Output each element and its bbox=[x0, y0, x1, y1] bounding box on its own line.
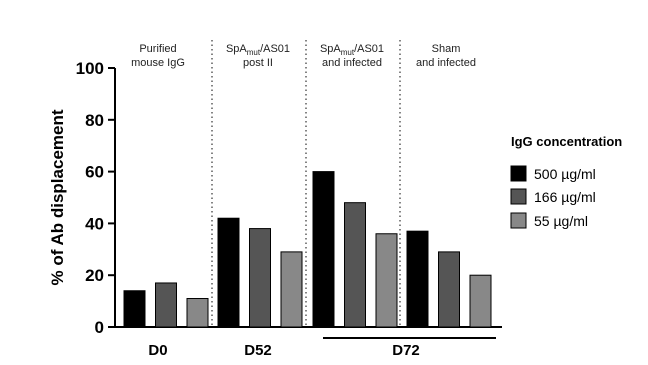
bar bbox=[375, 233, 398, 328]
bar bbox=[217, 217, 240, 328]
group-label-line2: post II bbox=[243, 57, 273, 69]
group-label-line2: and infected bbox=[416, 57, 476, 69]
group-label-line2: mouse IgG bbox=[131, 57, 185, 69]
bar bbox=[280, 251, 303, 328]
legend-label: 166 µg/ml bbox=[534, 189, 596, 205]
bar bbox=[406, 230, 429, 328]
y-tick-label: 20 bbox=[85, 266, 104, 285]
legend-swatch bbox=[510, 212, 527, 229]
legend-swatch bbox=[510, 165, 527, 182]
x-axis-labels: D0 D52 D72 bbox=[148, 337, 496, 359]
bar bbox=[186, 298, 209, 328]
bar bbox=[123, 290, 146, 328]
y-tick-label: 80 bbox=[85, 111, 104, 130]
legend-swatch bbox=[510, 188, 527, 205]
x-label: D52 bbox=[244, 342, 272, 359]
bars bbox=[123, 171, 492, 328]
group-label-line2: and infected bbox=[322, 57, 382, 69]
y-tick-label: 0 bbox=[95, 318, 104, 337]
legend-label: 55 µg/ml bbox=[534, 213, 588, 229]
axes: 0 20 40 60 80 100 % of Ab displacement bbox=[48, 59, 502, 337]
y-axis-label: % of Ab displacement bbox=[48, 109, 67, 285]
legend-label: 500 µg/ml bbox=[534, 166, 596, 182]
bar bbox=[438, 251, 460, 328]
group-label-line1: Sham bbox=[432, 43, 461, 55]
bar bbox=[469, 274, 492, 328]
x-label: D0 bbox=[148, 342, 167, 359]
legend-title: IgG concentration bbox=[511, 134, 622, 149]
bar bbox=[249, 228, 271, 328]
bar bbox=[344, 202, 366, 328]
legend: IgG concentration 500 µg/ml 166 µg/ml 55 µg… bbox=[510, 134, 622, 229]
group-label-line1: SpAmut/AS01 bbox=[320, 43, 384, 57]
x-label: D72 bbox=[392, 342, 420, 359]
group-dividers bbox=[211, 40, 401, 327]
group-label-line1: SpAmut/AS01 bbox=[226, 43, 290, 57]
y-tick-label: 40 bbox=[85, 214, 104, 233]
y-tick-label: 100 bbox=[76, 59, 104, 78]
y-tick-label: 60 bbox=[85, 163, 104, 182]
bar bbox=[312, 171, 335, 328]
group-label-line1: Purified bbox=[139, 43, 176, 55]
bar bbox=[155, 282, 177, 328]
